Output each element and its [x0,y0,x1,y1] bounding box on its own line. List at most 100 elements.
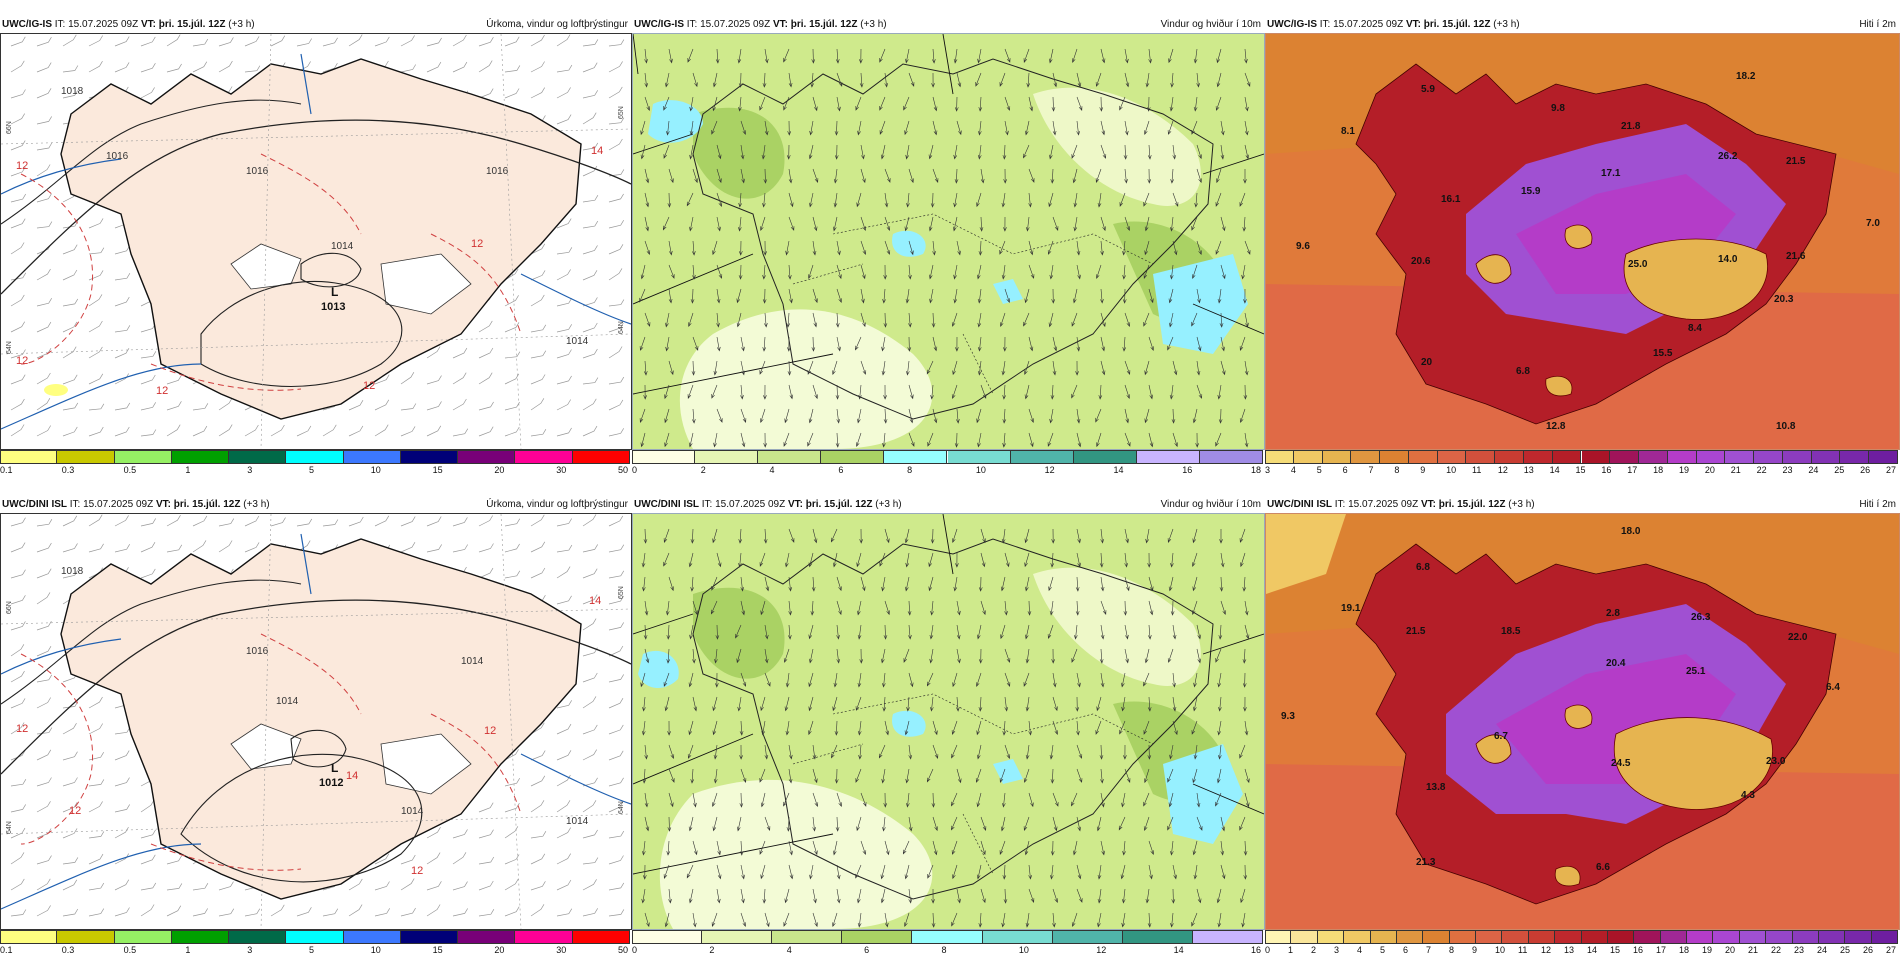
wind-arrow [931,888,935,904]
wind-arrow [1052,816,1058,832]
wind-barb [608,346,623,359]
wind-arrow [641,720,646,736]
wind-arrow [686,864,694,879]
wind-arrow [1024,528,1030,544]
wind-arrow [642,576,646,592]
colorbar-swatch [1725,450,1755,464]
wind-arrow [1168,792,1174,808]
temperature-value-label: 13.8 [1426,782,1446,793]
wind-arrow [1171,888,1176,904]
wind-arrow [812,528,818,544]
wind-arrow [908,672,914,688]
wind-barb [166,544,183,553]
wind-arrow [688,552,694,568]
wind-arrow [668,576,674,592]
wind-barb [374,424,389,437]
colorbar-tick-label: 11 [1518,945,1528,955]
wind-arrow [665,72,670,88]
temperature-value-label: 5.9 [1421,84,1435,95]
wind-arrow [855,696,862,711]
wind-arrow [881,768,886,784]
isobar-label: 1014 [461,656,484,667]
wind-arrow [831,744,838,759]
wind-arrow [740,864,745,880]
precip-map[interactable]: L 1013 1018 1016 1016 1016 1014 1014 12 … [0,33,632,450]
temperature-value-label: 20.3 [1774,294,1794,305]
wind-arrow [1123,144,1128,160]
colorbar-swatch [1466,450,1496,464]
wind-arrow [687,48,694,63]
temperature-map[interactable]: 18.0 6.8 19.1 21.5 18.5 2.8 26.3 22.0 20.4 25.1 6.… [1265,513,1900,930]
wind-arrow [1000,624,1006,640]
wind-arrow [976,792,982,808]
wind-arrow [1170,168,1174,184]
colorbar-swatch [1840,450,1870,464]
wind-arrow [1192,264,1198,280]
wind-arrow [692,600,698,616]
wind-barb [478,802,494,813]
wind-arrow [836,240,841,256]
colorbar-tick-label: 22 [1771,945,1782,955]
wind-arrow [713,744,718,760]
valid-time: þri. 15.júl. 12Z [158,19,226,30]
colorbar-swatch [1552,450,1582,464]
wind-barb [62,828,78,839]
colorbar-swatch [695,450,759,464]
wind-barb [10,321,26,333]
wind-arrow [1169,744,1174,760]
colorbar-tick-label: 15 [432,465,443,475]
wind-barb [608,86,623,99]
colorbar-tick-label: 20 [1725,945,1736,955]
wind-barb [582,398,597,411]
wind-arrow [1003,336,1007,352]
colorbar-swatch [1766,930,1793,944]
colorbar-tick-label: 16 [1601,465,1612,475]
wind-barb [426,401,442,411]
wind-barb [140,518,157,527]
wind-barb [582,425,598,437]
wind-arrow [737,816,742,832]
wind-arrow [1099,552,1104,568]
colorbar-swatch [1555,930,1582,944]
colorbar-swatch [947,450,1011,464]
wind-arrow [1220,264,1226,280]
init-time: 15.07.2025 09Z [1348,499,1419,510]
wind-barb [10,621,26,631]
wind-arrow [1076,408,1081,424]
wind-arrow [737,696,742,712]
wind-barb [400,426,416,437]
wind-arrow [956,72,962,88]
wind-arrow [1244,360,1249,376]
wind-arrow [1244,600,1249,616]
colorbar-swatch [286,930,344,944]
wind-barb [478,60,493,73]
wind-map[interactable] [632,513,1265,930]
temp-contour-label: 14 [591,145,603,157]
wind-arrow [1121,912,1126,928]
wind-arrow [905,288,910,304]
wind-map[interactable] [632,33,1265,450]
colorbar-swatch [1639,450,1668,464]
temperature-map[interactable]: 5.9 18.2 8.1 9.8 21.8 26.2 21.5 15.9 17.1 16.1 7.0… [1265,33,1900,450]
wind-arrow [908,624,912,640]
wind-arrow [1001,264,1006,280]
wind-arrow [812,240,817,256]
wind-arrow [689,888,694,904]
wind-arrow [879,552,886,567]
wind-arrow [664,432,670,448]
wind-barb [556,879,572,891]
wind-barb [608,428,625,437]
wind-arrow [835,432,840,448]
panel-title-bar: UWC/DINI ISL IT: 15.07.2025 09Z VT: þri.… [632,497,1265,513]
precip-map[interactable]: L 1012 1018 1016 1014 1014 1014 1014 12 … [0,513,632,930]
wind-arrow [1000,816,1006,832]
wind-barb [322,63,338,73]
wind-arrow [1052,672,1057,688]
wind-arrow [1076,96,1083,111]
wind-arrow [980,552,986,568]
wind-arrow [1192,528,1198,544]
wind-barb [10,140,26,151]
wind-arrow [1122,240,1126,256]
lead-time: (+3 h) [875,499,902,510]
colorbar-tick-label: 15 [1575,465,1586,475]
